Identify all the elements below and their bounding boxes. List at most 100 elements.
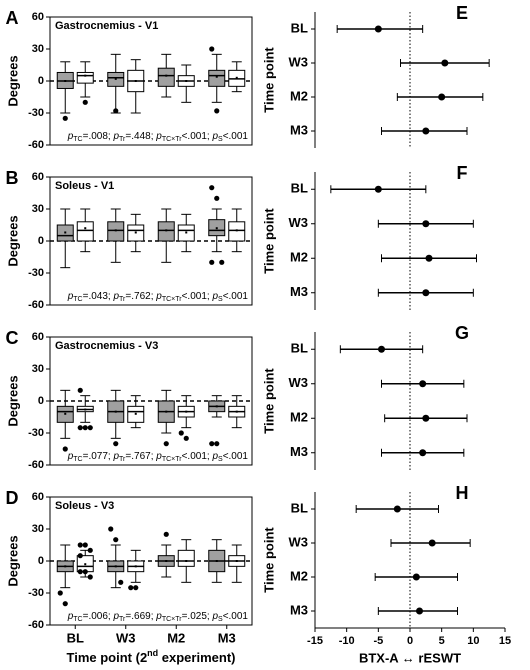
outlier: [118, 579, 124, 585]
annotation-value: =.025;: [182, 611, 213, 622]
x-tick-label: -5: [373, 635, 383, 647]
box: [208, 69, 226, 87]
mean: [84, 563, 87, 566]
annotation-value: =.077;: [83, 451, 114, 462]
annotation-sub: TC×Tr: [162, 136, 182, 143]
box: [157, 67, 175, 87]
estimate: [441, 59, 449, 67]
y-tick-label: M2: [290, 568, 308, 583]
y-tick-label: M2: [290, 410, 308, 425]
annotation-p: p: [155, 291, 162, 302]
panel-letter: H: [456, 483, 469, 503]
estimate: [422, 127, 430, 135]
panel-letter: B: [6, 168, 19, 188]
y-axis-label: Degrees: [5, 215, 20, 266]
estimate: [393, 505, 401, 513]
outlier: [62, 115, 68, 121]
estimate: [412, 573, 420, 581]
y-tick-label: 0: [38, 395, 44, 407]
x-tick-label: 15: [499, 635, 511, 647]
box: [76, 221, 94, 242]
y-axis-label: Time point: [261, 368, 276, 434]
outlier: [82, 569, 88, 575]
box: [177, 549, 195, 567]
outlier: [163, 531, 169, 537]
y-tick-label: -60: [28, 139, 44, 151]
estimate: [428, 539, 436, 547]
annotation: pTC=.008; pTr=.448; pTC×Tr<.001; pS<.001: [67, 131, 249, 143]
annotation-value: =.043;: [83, 291, 114, 302]
annotation-sub: S: [218, 456, 223, 463]
y-axis-label: Degrees: [5, 55, 20, 106]
outlier: [133, 585, 139, 591]
x-tick-label: W3: [116, 630, 136, 645]
mean: [185, 560, 188, 562]
panel-letter: A: [6, 8, 19, 28]
y-tick-label: -30: [28, 267, 44, 279]
outlier: [87, 425, 93, 431]
panel-letter: G: [455, 323, 469, 343]
panel-title: Soleus - V3: [55, 500, 114, 512]
y-tick-label: M3: [290, 602, 308, 617]
annotation-sub: TC: [73, 456, 82, 463]
annotation-p: p: [211, 451, 218, 462]
annotation-sub: Tr: [119, 136, 126, 143]
y-axis-label: Degrees: [5, 535, 20, 586]
estimate: [438, 93, 446, 101]
x-axis-label-end: experiment): [158, 650, 235, 665]
x-tick-label: 10: [467, 635, 479, 647]
annotation-value: =.448;: [125, 131, 156, 142]
mean: [235, 410, 238, 413]
mean: [64, 80, 67, 82]
outlier: [77, 569, 83, 575]
y-tick-label: 0: [38, 75, 44, 87]
annotation-p: p: [67, 611, 74, 622]
annotation-p: p: [211, 131, 218, 142]
panel-letter: E: [456, 3, 468, 23]
y-tick-label: 60: [32, 11, 44, 23]
y-tick-label: W3: [289, 375, 309, 390]
annotation-p: p: [211, 611, 218, 622]
annotation-value: <.001: [223, 291, 249, 302]
annotation: pTC=.006; pTr=.669; pTC×Tr=.025; pS<.001: [67, 611, 249, 623]
panel-letter: D: [6, 488, 19, 508]
outlier: [214, 195, 220, 201]
mean: [64, 412, 67, 415]
annotation-p: p: [155, 611, 162, 622]
outlier: [209, 259, 215, 265]
y-axis-label: Time point: [261, 47, 276, 113]
annotation: pTC=.043; pTr=.762; pTC×Tr<.001; pS<.001: [67, 291, 249, 303]
annotation-p: p: [112, 451, 119, 462]
annotation-p: p: [67, 291, 74, 302]
outlier: [57, 590, 63, 596]
estimate: [416, 607, 423, 615]
annotation: pTC=.077; pTr=.767; pTC×Tr<.001; pS<.001: [67, 451, 249, 463]
mean: [215, 405, 218, 408]
y-tick-label: BL: [291, 500, 308, 515]
annotation-sub: S: [218, 136, 223, 143]
mean: [64, 565, 67, 568]
x-tick-label: BL: [67, 630, 84, 645]
y-tick-label: -30: [28, 587, 44, 599]
y-tick-label: 30: [32, 363, 44, 375]
outlier: [214, 441, 220, 447]
y-tick-label: -60: [28, 459, 44, 471]
y-axis-label: Time point: [261, 527, 276, 593]
outlier: [163, 441, 169, 447]
annotation-sub: Tr: [119, 456, 126, 463]
y-axis-label: Degrees: [5, 375, 20, 426]
annotation-value: =.669;: [125, 611, 156, 622]
outlier: [62, 446, 68, 452]
outlier: [77, 553, 83, 559]
annotation-sub: S: [218, 296, 223, 303]
annotation-sub: TC: [73, 296, 82, 303]
outlier: [87, 574, 93, 580]
outlier: [178, 430, 184, 436]
y-tick-label: M2: [290, 88, 308, 103]
annotation-sub: TC×Tr: [162, 616, 182, 623]
annotation-value: <.001;: [182, 291, 213, 302]
estimate: [419, 449, 427, 457]
annotation-p: p: [67, 131, 74, 142]
mean: [215, 227, 218, 230]
